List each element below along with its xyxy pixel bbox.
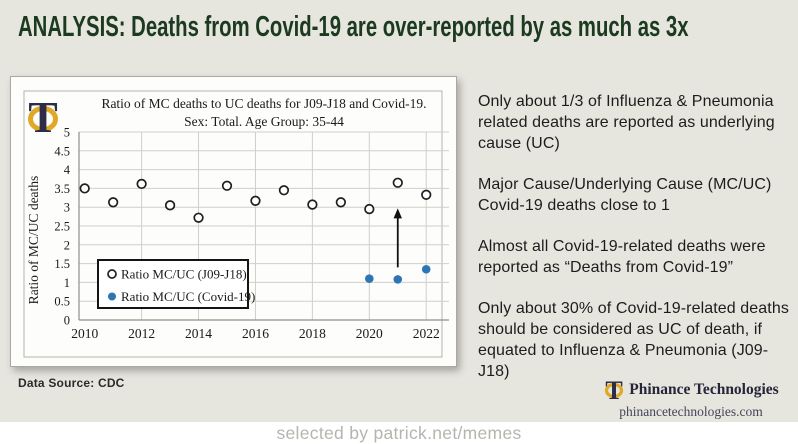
x-tick-label: 2018	[299, 326, 326, 341]
y-tick-label: 2	[64, 238, 70, 252]
bullet-30-percent-uc: Only about 30% of Covid-19-related death…	[478, 300, 789, 380]
data-point	[307, 199, 318, 210]
bullet-influenza-underlying-cause: Only about 1/3 of Influenza & Pneumonia …	[478, 93, 775, 152]
brand-website: phinancetechnologies.com	[619, 404, 763, 419]
bullet-deaths-from-covid: Almost all Covid-19-related deaths were …	[478, 238, 766, 276]
key-findings: Only about 1/3 of Influenza & Pneumonia …	[478, 91, 794, 402]
annotation-arrow-head	[393, 208, 402, 219]
data-source: Data Source: CDC	[18, 376, 125, 390]
chart-subtitle: Sex: Total. Age Group: 35-44	[184, 114, 344, 129]
y-tick-label: 3	[64, 201, 70, 215]
x-tick-label: 2016	[242, 326, 269, 341]
data-point	[365, 274, 374, 283]
watermark-strip: selected by patrick.net/memes	[0, 422, 798, 444]
data-point	[250, 195, 261, 206]
phi-icon	[28, 106, 58, 132]
brand-name: Phinance Technologies	[629, 380, 779, 398]
y-tick-label: 0.5	[54, 295, 70, 309]
data-point	[364, 203, 375, 215]
data-point	[421, 189, 432, 200]
y-tick-label: 4	[64, 163, 71, 177]
chart-svg: Ratio of MC deaths to UC deaths for J09-…	[23, 90, 449, 358]
phi-icon-t: T	[28, 93, 57, 142]
x-tick-label: 2010	[71, 326, 98, 341]
data-point	[421, 264, 431, 274]
data-point	[392, 177, 403, 188]
x-tick-label: 2014	[185, 326, 212, 341]
legend-box	[97, 259, 249, 309]
legend-label: Ratio MC/UC (Covid-19)	[121, 289, 255, 304]
data-point	[164, 200, 176, 211]
data-point	[79, 183, 90, 194]
phi-icon: T	[605, 376, 624, 403]
y-tick-label: 3.5	[54, 182, 70, 196]
data-point	[393, 275, 403, 284]
brand-footer: T Phinance Technologies phinancetechnolo…	[596, 376, 786, 420]
bullet-mcuc-close-to-1: Major Cause/Underlying Cause (MC/UC) Cov…	[478, 176, 772, 214]
x-tick-label: 2012	[128, 326, 155, 341]
y-tick-label: 4.5	[54, 144, 70, 158]
y-axis-label: Ratio of MC/UC deaths	[26, 176, 41, 305]
data-point	[335, 197, 346, 208]
watermark-text: selected by patrick.net/memes	[276, 422, 522, 443]
chart-inner-border	[23, 90, 443, 358]
chart-card: Ratio of MC deaths to UC deaths for J09-…	[10, 76, 457, 367]
legend-marker	[108, 292, 116, 301]
y-tick-label: 0	[64, 314, 70, 328]
chart-title: Ratio of MC deaths to UC deaths for J09-…	[101, 96, 426, 111]
y-tick-label: 1	[64, 276, 70, 290]
svg-text:T: T	[606, 376, 623, 403]
x-tick-label: 2020	[356, 326, 383, 341]
data-point	[108, 197, 119, 208]
data-point	[136, 178, 147, 190]
page-title: ANALYSIS: Deaths from Covid-19 are over-…	[18, 11, 689, 43]
legend-marker	[107, 269, 117, 279]
x-tick-label: 2022	[413, 326, 440, 341]
data-point	[278, 185, 290, 196]
y-tick-label: 1.5	[54, 257, 70, 271]
legend-label: Ratio MC/UC (J09-J18)	[121, 267, 247, 282]
y-tick-label: 2.5	[54, 220, 70, 234]
data-point	[221, 180, 233, 191]
y-tick-label: 5	[64, 126, 70, 140]
data-point	[193, 212, 204, 223]
